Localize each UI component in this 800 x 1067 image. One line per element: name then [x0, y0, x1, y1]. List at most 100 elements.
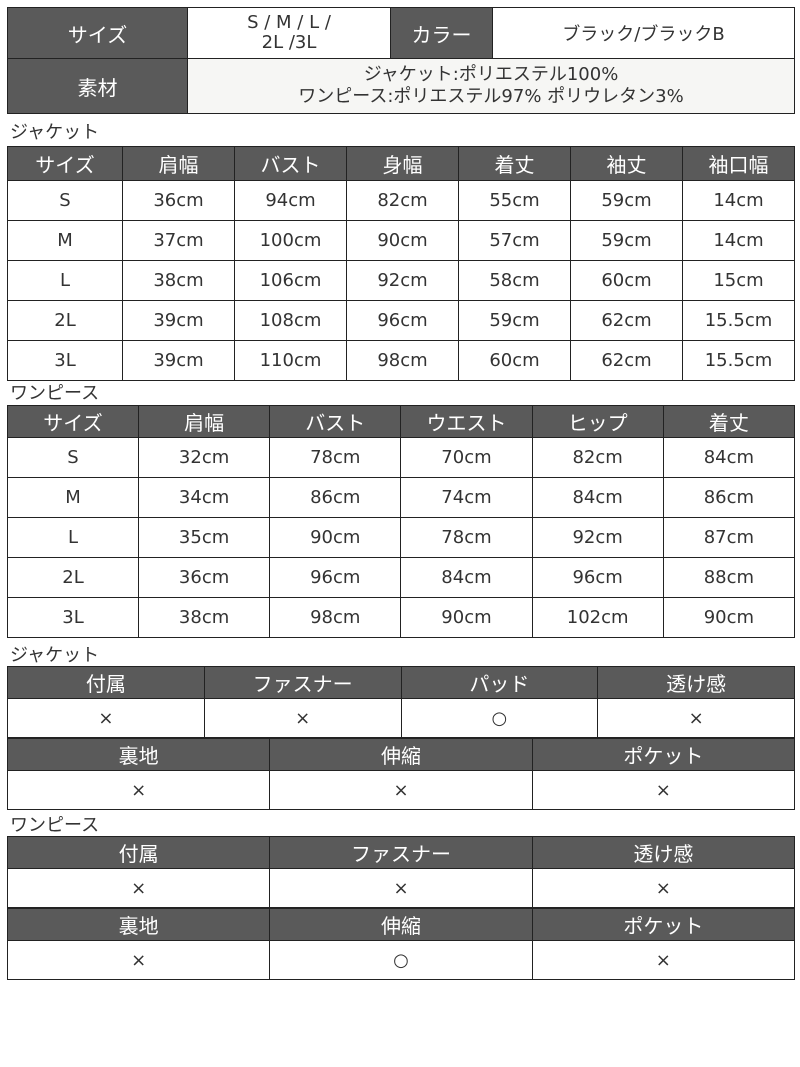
feature-value: ×: [6, 868, 271, 908]
feature-value: ×: [6, 940, 271, 980]
feature-header: ポケット: [531, 908, 796, 941]
color-value: ブラック/ブラックB: [492, 7, 795, 59]
jacket-features-table-2: 裏地 伸縮 ポケット × × ×: [6, 738, 796, 810]
value-row: × × ○ ×: [7, 698, 795, 738]
measurement-cell: 59cm: [570, 220, 683, 261]
measurement-cell: 84cm: [662, 437, 796, 478]
measurement-cell: 88cm: [662, 557, 796, 598]
header-row: 付属 ファスナー 透け感: [6, 836, 796, 869]
measurement-cell: 90cm: [400, 597, 533, 638]
column-header: バスト: [269, 405, 402, 438]
dress-features-title: ワンピース: [10, 815, 100, 836]
measurement-cell: 98cm: [346, 340, 459, 381]
feature-value: ○: [269, 940, 533, 980]
header-row: サイズ 肩幅 バスト ウエスト ヒップ 着丈: [7, 405, 796, 438]
size-cell: L: [7, 260, 123, 301]
size-value: S / M / L /2L /3L: [187, 7, 391, 59]
feature-header: 裏地: [6, 738, 271, 771]
measurement-cell: 100cm: [234, 220, 347, 261]
measurement-cell: 60cm: [570, 260, 683, 301]
measurement-cell: 70cm: [400, 437, 533, 478]
jacket-size-table: サイズ 肩幅 バスト 身幅 着丈 袖丈 袖口幅 S 36cm 94cm 82cm 55cm 59cm 14…: [7, 146, 795, 381]
measurement-cell: 94cm: [234, 180, 347, 221]
table-row: S 32cm 78cm 70cm 82cm 84cm: [7, 437, 796, 478]
size-cell: M: [7, 477, 139, 518]
size-cell: S: [7, 437, 139, 478]
table-row: 3L 38cm 98cm 90cm 102cm 90cm: [7, 597, 796, 638]
jacket-size-title: ジャケット: [10, 122, 100, 143]
measurement-cell: 98cm: [269, 597, 402, 638]
size-cell: 2L: [7, 557, 139, 598]
measurement-cell: 14cm: [682, 180, 795, 221]
measurement-cell: 82cm: [531, 437, 664, 478]
feature-header: 付属: [7, 666, 205, 699]
measurement-cell: 90cm: [269, 517, 402, 558]
measurement-cell: 14cm: [682, 220, 795, 261]
column-header: 袖丈: [570, 146, 683, 181]
table-row: L 35cm 90cm 78cm 92cm 87cm: [7, 517, 796, 558]
size-cell: S: [7, 180, 123, 221]
feature-header: パッド: [400, 666, 599, 699]
jacket-features-title: ジャケット: [10, 645, 100, 666]
measurement-cell: 59cm: [458, 300, 571, 341]
material-value: ジャケット:ポリエステル100% ワンピース:ポリエステル97% ポリウレタン3%: [187, 58, 795, 114]
feature-value: ×: [531, 940, 796, 980]
value-row: × ○ ×: [6, 940, 796, 980]
feature-value: ×: [269, 868, 533, 908]
header-row: 裏地 伸縮 ポケット: [6, 908, 796, 941]
measurement-cell: 35cm: [137, 517, 271, 558]
column-header: 肩幅: [137, 405, 271, 438]
header-row: サイズ 肩幅 バスト 身幅 着丈 袖丈 袖口幅: [7, 146, 795, 181]
feature-value: ○: [400, 698, 599, 738]
measurement-cell: 78cm: [400, 517, 533, 558]
column-header: サイズ: [7, 146, 123, 181]
column-header: 着丈: [458, 146, 571, 181]
measurement-cell: 55cm: [458, 180, 571, 221]
feature-header: 伸縮: [269, 908, 533, 941]
measurement-cell: 15cm: [682, 260, 795, 301]
header-row: 裏地 伸縮 ポケット: [6, 738, 796, 771]
column-header: 身幅: [346, 146, 459, 181]
measurement-cell: 96cm: [269, 557, 402, 598]
measurement-cell: 102cm: [531, 597, 664, 638]
measurement-cell: 108cm: [234, 300, 347, 341]
header-row: 付属 ファスナー パッド 透け感: [7, 666, 795, 699]
measurement-cell: 60cm: [458, 340, 571, 381]
column-header: サイズ: [7, 405, 139, 438]
measurement-cell: 38cm: [122, 260, 235, 301]
color-label: カラー: [390, 7, 493, 59]
column-header: 肩幅: [122, 146, 235, 181]
measurement-cell: 106cm: [234, 260, 347, 301]
dress-features-table-1: 付属 ファスナー 透け感 × × ×: [6, 836, 796, 908]
dress-features-table-2: 裏地 伸縮 ポケット × ○ ×: [6, 908, 796, 980]
column-header: ヒップ: [531, 405, 664, 438]
feature-header: 付属: [6, 836, 271, 869]
feature-value: ×: [203, 698, 402, 738]
measurement-cell: 36cm: [122, 180, 235, 221]
measurement-cell: 90cm: [662, 597, 796, 638]
table-row: 2L 36cm 96cm 84cm 96cm 88cm: [7, 557, 796, 598]
feature-value: ×: [531, 770, 796, 810]
table-row: 2L 39cm 108cm 96cm 59cm 62cm 15.5cm: [7, 300, 795, 341]
measurement-cell: 96cm: [531, 557, 664, 598]
column-header: バスト: [234, 146, 347, 181]
feature-header: ファスナー: [269, 836, 533, 869]
table-row: M 34cm 86cm 74cm 84cm 86cm: [7, 477, 796, 518]
measurement-cell: 37cm: [122, 220, 235, 261]
measurement-cell: 57cm: [458, 220, 571, 261]
table-row: M 37cm 100cm 90cm 57cm 59cm 14cm: [7, 220, 795, 261]
feature-header: 裏地: [6, 908, 271, 941]
table-row: 3L 39cm 110cm 98cm 60cm 62cm 15.5cm: [7, 340, 795, 381]
size-cell: M: [7, 220, 123, 261]
jacket-features-table-1: 付属 ファスナー パッド 透け感 × × ○ ×: [7, 666, 795, 738]
measurement-cell: 86cm: [269, 477, 402, 518]
feature-header: 透け感: [597, 666, 795, 699]
feature-value: ×: [531, 868, 796, 908]
measurement-cell: 62cm: [570, 340, 683, 381]
measurement-cell: 74cm: [400, 477, 533, 518]
size-cell: 2L: [7, 300, 123, 341]
measurement-cell: 92cm: [531, 517, 664, 558]
measurement-cell: 36cm: [137, 557, 271, 598]
measurement-cell: 15.5cm: [682, 340, 795, 381]
size-cell: 3L: [7, 340, 123, 381]
